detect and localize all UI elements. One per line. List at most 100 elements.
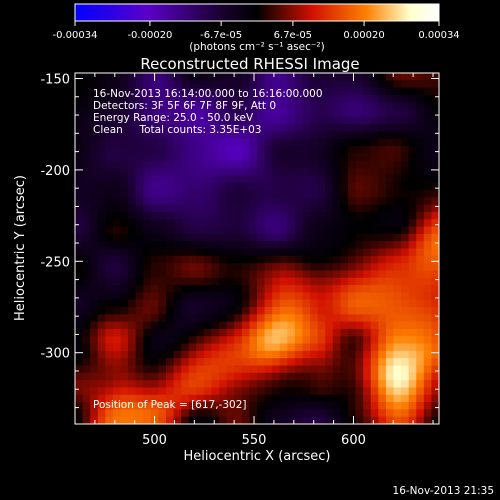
- heatmap-cell: [370, 94, 379, 103]
- heatmap-cell: [363, 233, 372, 242]
- heatmap-cell: [287, 299, 296, 308]
- heatmap-cell: [325, 124, 334, 132]
- heatmap-cell: [219, 409, 228, 418]
- heatmap-cell: [340, 73, 349, 81]
- heatmap-cell: [211, 102, 220, 110]
- heatmap-cell: [211, 73, 220, 81]
- heatmap-cell: [294, 416, 303, 425]
- heatmap-cell: [332, 175, 341, 184]
- heatmap-cell: [97, 211, 106, 220]
- heatmap-cell: [363, 248, 372, 257]
- heatmap-cell: [105, 80, 114, 89]
- heatmap-cell: [408, 197, 417, 206]
- heatmap-cell: [128, 138, 137, 147]
- heatmap-cell: [416, 182, 425, 191]
- heatmap-cell: [355, 102, 364, 110]
- heatmap-cell: [279, 219, 288, 227]
- heatmap-cell: [294, 248, 303, 257]
- heatmap-cell: [355, 292, 364, 301]
- heatmap-cell: [120, 168, 129, 176]
- heatmap-cell: [408, 109, 417, 118]
- heatmap-cell: [325, 168, 334, 176]
- heatmap-cell: [431, 402, 440, 410]
- heatmap-cell: [302, 138, 311, 147]
- heatmap-cell: [150, 124, 159, 132]
- heatmap-cell: [370, 233, 379, 242]
- heatmap-cell: [332, 321, 341, 330]
- heatmap-cell: [219, 321, 228, 330]
- heatmap-cell: [317, 102, 326, 110]
- heatmap-cell: [90, 358, 99, 366]
- heatmap-cell: [317, 109, 326, 118]
- heatmap-cell: [75, 182, 83, 191]
- heatmap-cell: [75, 263, 83, 271]
- heatmap-cell: [257, 350, 265, 359]
- heatmap-cell: [211, 314, 220, 323]
- heatmap-cell: [166, 402, 174, 410]
- heatmap-cell: [325, 102, 334, 110]
- heatmap-cell: [219, 277, 228, 286]
- heatmap-cell: [401, 350, 410, 359]
- heatmap-cell: [287, 109, 296, 118]
- heatmap-cell: [317, 73, 326, 81]
- heatmap-cell: [423, 182, 432, 191]
- heatmap-cell: [143, 116, 152, 125]
- heatmap-cell: [332, 131, 341, 140]
- heatmap-cell: [401, 131, 410, 140]
- heatmap-cell: [166, 372, 174, 381]
- heatmap-cell: [370, 197, 379, 206]
- heatmap-cell: [370, 116, 379, 125]
- heatmap-cell: [143, 153, 152, 162]
- heatmap-cell: [310, 321, 319, 330]
- heatmap-cell: [226, 73, 235, 81]
- heatmap-cell: [196, 343, 205, 352]
- heatmap-cell: [82, 168, 91, 176]
- heatmap-cell: [219, 255, 228, 264]
- heatmap-cell: [75, 241, 83, 249]
- heatmap-cell: [332, 197, 341, 206]
- heatmap-cell: [181, 358, 190, 366]
- heatmap-cell: [340, 233, 349, 242]
- heatmap-cell: [128, 146, 137, 154]
- heatmap-cell: [211, 255, 220, 264]
- heatmap-cell: [105, 350, 114, 359]
- heatmap-cell: [181, 131, 190, 140]
- heatmap-cell: [188, 277, 197, 286]
- heatmap-cell: [378, 416, 387, 425]
- heatmap-cell: [82, 365, 91, 374]
- heatmap-cell: [272, 160, 281, 169]
- heatmap-cell: [120, 321, 129, 330]
- heatmap-cell: [219, 270, 228, 279]
- heatmap-cell: [181, 73, 190, 81]
- heatmap-cell: [211, 402, 220, 410]
- heatmap-cell: [97, 328, 106, 337]
- heatmap-cell: [249, 197, 258, 206]
- heatmap-cell: [378, 168, 387, 176]
- heatmap-cell: [363, 73, 372, 81]
- heatmap-cell: [378, 292, 387, 301]
- heatmap-cell: [287, 358, 296, 366]
- heatmap-cell: [143, 307, 152, 315]
- heatmap-cell: [363, 241, 372, 249]
- heatmap-cell: [264, 365, 273, 374]
- heatmap-cell: [158, 263, 167, 271]
- heatmap-cell: [431, 146, 440, 154]
- heatmap-cell: [166, 292, 174, 301]
- heatmap-cell: [181, 328, 190, 337]
- heatmap-cell: [75, 292, 83, 301]
- heatmap-cell: [105, 372, 114, 381]
- heatmap-cell: [75, 328, 83, 337]
- heatmap-cell: [150, 190, 159, 198]
- heatmap-cell: [196, 270, 205, 279]
- heatmap-cell: [264, 336, 273, 344]
- heatmap-cell: [279, 233, 288, 242]
- heatmap-cell: [363, 358, 372, 366]
- heatmap-cell: [226, 94, 235, 103]
- heatmap-cell: [378, 263, 387, 271]
- heatmap-cell: [416, 160, 425, 169]
- heatmap-cell: [310, 292, 319, 301]
- heatmap-cell: [355, 358, 364, 366]
- heatmap-cell: [408, 124, 417, 132]
- heatmap-cell: [249, 116, 258, 125]
- heatmap-cell: [279, 365, 288, 374]
